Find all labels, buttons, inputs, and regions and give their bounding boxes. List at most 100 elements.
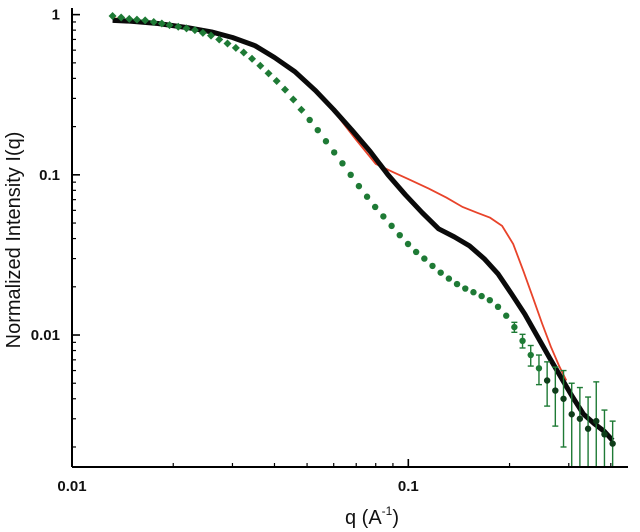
data-point	[593, 381, 600, 467]
data-marker	[182, 24, 191, 33]
data-point	[527, 344, 534, 367]
data-marker	[157, 19, 166, 28]
data-point	[412, 248, 420, 256]
data-point	[182, 24, 191, 33]
data-point	[132, 15, 141, 24]
data-marker	[355, 182, 363, 190]
data-point	[421, 255, 428, 262]
data-marker	[445, 275, 453, 282]
data-marker	[470, 289, 477, 296]
data-marker	[511, 323, 518, 331]
data-point	[404, 240, 412, 248]
data-marker	[149, 17, 158, 26]
data-point	[322, 138, 330, 145]
data-point	[339, 160, 346, 167]
data-point	[388, 222, 395, 230]
data-point	[494, 303, 502, 311]
x-tick-label: 0.1	[398, 478, 419, 495]
data-point	[314, 126, 321, 134]
data-point	[453, 280, 461, 288]
data-marker	[322, 138, 330, 145]
data-point	[117, 13, 126, 22]
tick-labels: 0.01 0.1 1 0.1 0.01	[31, 7, 419, 495]
y-tick-label: 1	[52, 7, 60, 24]
data-marker	[527, 351, 534, 359]
data-marker	[584, 425, 592, 432]
data-point	[576, 386, 584, 467]
data-marker	[593, 417, 600, 425]
data-point	[568, 382, 575, 467]
data-marker	[552, 387, 559, 394]
data-marker	[503, 312, 510, 319]
data-marker	[264, 69, 273, 78]
data-point	[601, 409, 608, 467]
data-point	[396, 231, 403, 239]
data-marker	[239, 48, 248, 57]
data-point	[363, 193, 371, 200]
data-marker	[576, 415, 584, 422]
data-marker	[421, 255, 428, 262]
data-marker	[215, 35, 224, 44]
y-tick-label: 0.01	[31, 327, 60, 344]
data-marker	[272, 77, 281, 86]
data-marker	[380, 213, 387, 220]
data-marker	[404, 240, 412, 248]
data-point	[486, 296, 494, 304]
data-point	[330, 149, 338, 156]
data-points	[108, 12, 616, 467]
fit-lines	[112, 17, 615, 443]
data-point	[239, 48, 248, 57]
x-axis-label: q (A-1)	[345, 504, 399, 529]
data-point	[174, 22, 183, 31]
fit-line-red	[112, 17, 568, 381]
data-point	[511, 321, 518, 333]
data-marker	[231, 43, 240, 52]
data-marker	[248, 54, 257, 63]
data-point	[256, 61, 265, 70]
data-marker	[330, 149, 338, 156]
data-marker	[165, 21, 174, 30]
data-marker	[478, 292, 485, 300]
data-point	[141, 16, 150, 25]
data-point	[215, 35, 224, 44]
data-point	[347, 171, 354, 179]
data-marker	[174, 22, 183, 31]
data-point	[584, 396, 592, 467]
data-marker	[117, 13, 126, 22]
data-point	[535, 354, 543, 386]
data-point	[272, 77, 281, 86]
data-marker	[108, 12, 117, 21]
data-marker	[494, 303, 502, 311]
fit-line-black	[112, 17, 615, 443]
x-tick-label: 0.01	[57, 478, 86, 495]
data-point	[306, 116, 313, 124]
data-marker	[363, 193, 371, 200]
data-point	[149, 17, 158, 26]
data-marker	[486, 296, 494, 304]
data-point	[108, 12, 117, 21]
data-point	[445, 275, 453, 282]
data-point	[560, 369, 567, 448]
data-point	[503, 312, 510, 319]
data-marker	[609, 440, 616, 447]
data-point	[190, 26, 199, 35]
y-axis-label: Normalized Intensity I(q)	[3, 132, 25, 349]
data-marker	[297, 105, 306, 114]
data-marker	[519, 337, 526, 345]
data-marker	[568, 411, 575, 418]
data-point	[289, 95, 298, 104]
data-marker	[462, 285, 469, 292]
data-marker	[198, 28, 207, 37]
data-point	[297, 105, 306, 114]
data-point	[380, 213, 387, 220]
data-marker	[125, 14, 134, 23]
data-marker	[190, 26, 199, 35]
data-point	[519, 333, 526, 349]
data-point	[157, 19, 166, 28]
data-marker	[388, 222, 395, 230]
data-point	[470, 289, 477, 296]
data-marker	[306, 116, 313, 124]
data-point	[125, 14, 134, 23]
y-tick-label: 0.1	[39, 167, 60, 184]
